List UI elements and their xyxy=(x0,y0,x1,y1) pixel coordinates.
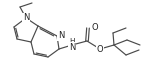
Text: N: N xyxy=(58,31,64,41)
Text: N: N xyxy=(23,14,29,23)
Text: H: H xyxy=(69,38,75,44)
Text: N: N xyxy=(69,42,75,52)
Text: O: O xyxy=(92,23,99,33)
Text: O: O xyxy=(97,44,103,54)
